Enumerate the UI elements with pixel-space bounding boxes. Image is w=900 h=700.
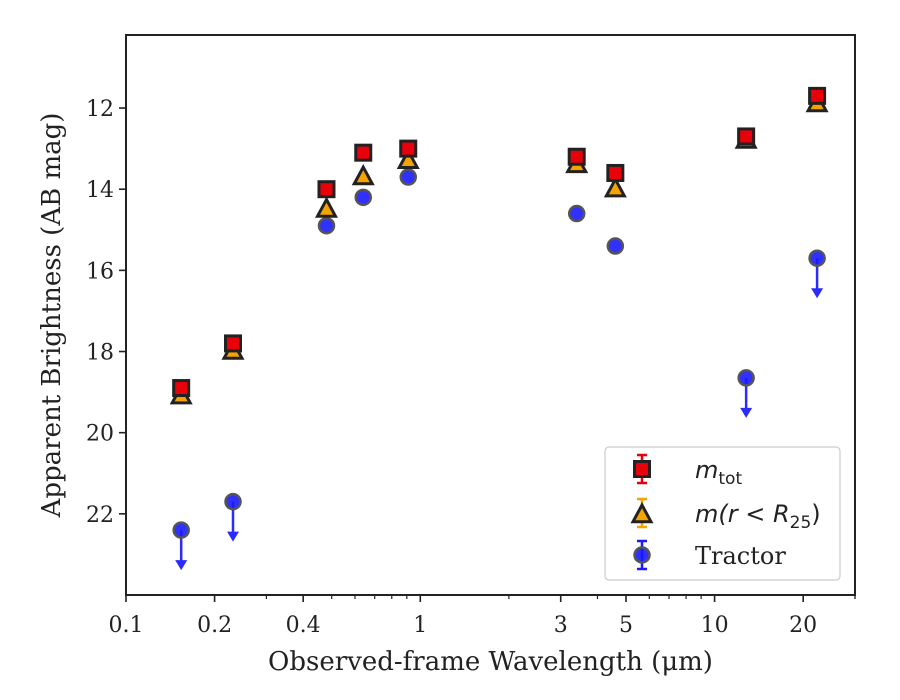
x-tick-label: 0.1 xyxy=(109,613,144,638)
legend-marker-triangle xyxy=(630,501,654,524)
x-axis: 0.1 0.2 0.4 1 3 5 10 20 xyxy=(109,595,856,638)
tractor-point xyxy=(399,168,417,186)
m-tot-point xyxy=(172,379,191,398)
x-tick-label: 1 xyxy=(413,613,427,638)
tractor-point xyxy=(172,521,190,539)
tractor-point xyxy=(317,216,336,235)
y-tick-label: 22 xyxy=(86,503,114,528)
m-tot-point xyxy=(317,180,336,199)
upper-limit-arrow-head xyxy=(811,288,824,299)
tractor-point xyxy=(354,188,373,207)
y-axis: 12 14 16 18 20 22 xyxy=(86,97,126,528)
m-tot-point xyxy=(224,334,243,353)
x-tick-label: 10 xyxy=(701,613,729,638)
legend-marker-square xyxy=(633,460,651,478)
x-tick-label: 0.2 xyxy=(197,613,232,638)
legend-label: Tractor xyxy=(695,542,786,570)
legend-marker-circle xyxy=(633,546,651,564)
plot-marks xyxy=(169,86,829,571)
y-axis-title: Apparent Brightness (AB mag) xyxy=(37,113,67,519)
tractor-point xyxy=(224,492,242,511)
m-r25-point xyxy=(314,196,339,218)
m-tot-point xyxy=(567,147,586,166)
upper-limit-arrow-head xyxy=(175,560,188,571)
m-tot-point xyxy=(354,143,373,162)
upper-limit-arrow-head xyxy=(227,531,240,542)
m-tot-point xyxy=(808,86,827,105)
m-tot-point xyxy=(737,127,756,146)
tractor-point xyxy=(737,369,755,387)
tractor-point xyxy=(808,249,826,267)
y-tick-label: 16 xyxy=(86,259,114,284)
x-tick-label: 20 xyxy=(789,613,817,638)
m-r25-point xyxy=(603,176,627,198)
y-tick-label: 20 xyxy=(86,422,114,447)
x-tick-label: 3 xyxy=(554,613,568,638)
x-axis-title: Observed-frame Wavelength (μm) xyxy=(268,647,713,677)
y-tick-label: 14 xyxy=(86,178,114,203)
m-r25-point xyxy=(396,147,420,170)
y-tick-label: 18 xyxy=(86,341,114,366)
y-tick-label: 12 xyxy=(86,97,114,122)
m-tot-point xyxy=(399,139,418,158)
m-r25-point xyxy=(351,163,375,186)
legend-label: m(r < R25) xyxy=(695,500,821,533)
x-tick-label: 5 xyxy=(619,613,633,638)
x-tick-label: 0.4 xyxy=(286,613,321,638)
legend-label: mtot xyxy=(695,456,742,489)
legend: mtot m(r < R25) Tractor xyxy=(604,446,841,581)
legend-box xyxy=(604,446,841,581)
tractor-point xyxy=(606,237,625,255)
tractor-point xyxy=(567,204,586,223)
plot-frame xyxy=(125,34,856,596)
upper-limit-arrow-head xyxy=(740,407,753,418)
m-tot-point xyxy=(606,163,625,182)
